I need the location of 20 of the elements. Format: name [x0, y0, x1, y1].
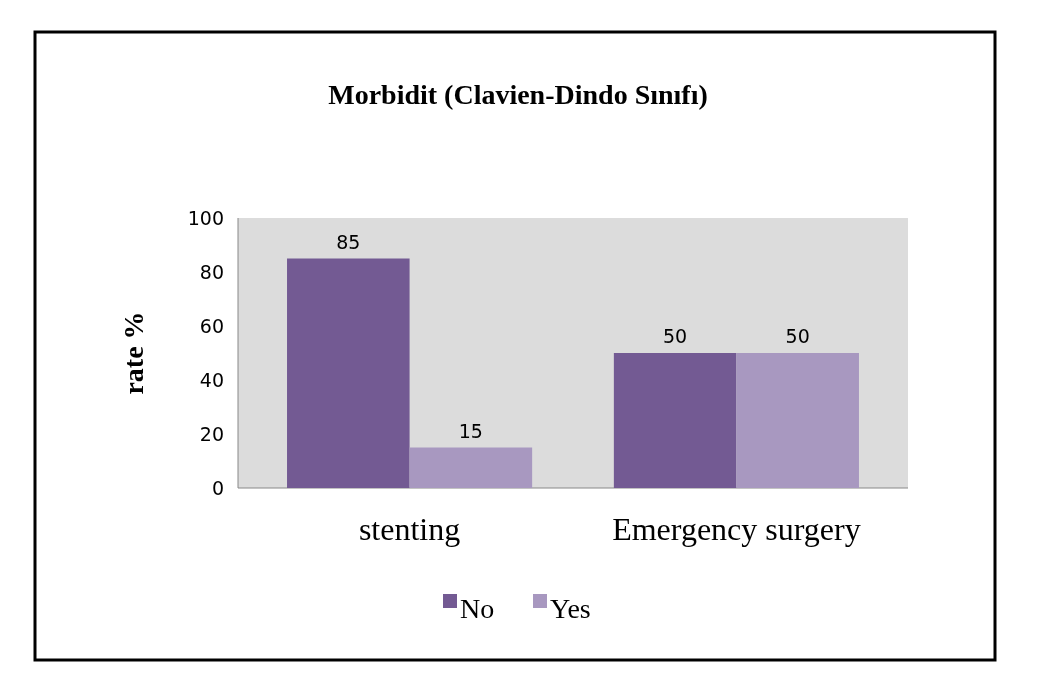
y-tick-label: 80: [199, 260, 224, 283]
data-label: 15: [458, 419, 483, 442]
y-tick-label: 100: [187, 206, 224, 229]
data-label: 50: [785, 325, 810, 347]
legend-label: No: [460, 592, 495, 624]
y-tick-label: 60: [199, 314, 224, 337]
bar: [736, 353, 859, 488]
y-axis-title: rate %: [118, 311, 149, 395]
y-tick-label: 40: [199, 368, 224, 391]
bar: [409, 447, 533, 488]
x-tick-label: Emergency surgery: [612, 511, 861, 547]
data-label: 50: [663, 325, 688, 347]
bar: [287, 258, 410, 488]
chart-title: Morbidit (Clavien-Dindo Sınıfı): [328, 79, 708, 110]
y-tick-label: 0: [211, 476, 224, 499]
legend-label: Yes: [550, 592, 591, 624]
y-tick-label: 20: [199, 422, 224, 445]
data-label: 85: [336, 230, 361, 253]
bar: [613, 353, 737, 488]
x-tick-label: stenting: [358, 511, 461, 547]
